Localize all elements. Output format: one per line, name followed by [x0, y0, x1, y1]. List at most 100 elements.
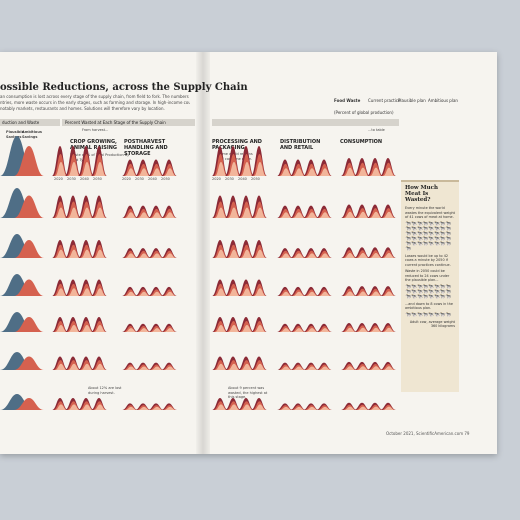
to-table-label: ...to table — [368, 128, 385, 132]
cow-icon-row: 🐄🐄🐄🐄🐄🐄🐄🐄 — [405, 311, 451, 318]
ridge-ambitious — [241, 207, 253, 218]
ridge-ambitious — [125, 366, 137, 370]
legend-food-waste: Food Waste — [334, 98, 361, 103]
ridge-ambitious — [68, 404, 80, 410]
ridge-ambitious — [254, 207, 266, 218]
ridge-ambitious — [164, 253, 176, 258]
ridge-ambitious — [357, 167, 369, 176]
ridge-ambitious — [81, 162, 93, 176]
ridge-ambitious — [151, 328, 163, 332]
ridge-ambitious — [319, 291, 331, 296]
intro-line: ntries, more waste occurs in the early s… — [0, 100, 190, 105]
ridge-ambitious — [81, 325, 93, 332]
ridge-ambitious — [357, 252, 369, 258]
ridge-ambitious — [94, 249, 106, 258]
ridge-ambitious — [383, 167, 395, 176]
ridge-ambitious — [254, 249, 266, 258]
ridge-ambitious — [370, 406, 382, 410]
ridge-ambitious — [138, 291, 150, 296]
left-savings-ambitious — [14, 356, 44, 370]
ridge-ambitious — [280, 328, 292, 332]
ridge-ambitious — [293, 253, 305, 258]
ridge-ambitious — [254, 162, 266, 176]
ridge-ambitious — [164, 328, 176, 332]
ridge-ambitious — [241, 162, 253, 176]
ridge-ambitious — [151, 406, 163, 410]
ridge-ambitious — [319, 253, 331, 258]
legend-subtitle: (Percent of global production) — [334, 110, 394, 115]
ridge-ambitious — [280, 366, 292, 370]
ridge-ambitious — [370, 211, 382, 218]
year-tick: 2050 — [251, 177, 260, 181]
sidebar-text-3: Waste in 2050 could be reduced to 24 cow… — [405, 269, 450, 282]
ridge-ambitious — [344, 291, 356, 296]
ridge-ambitious — [228, 325, 240, 332]
ridge-ambitious — [138, 328, 150, 332]
ridge-ambitious — [125, 212, 137, 218]
ridge-ambitious — [81, 363, 93, 370]
year-tick: 2030 — [67, 177, 76, 181]
ridge-ambitious — [68, 162, 80, 176]
ridge-ambitious — [81, 249, 93, 258]
ridge-ambitious — [370, 366, 382, 370]
ridge-ambitious — [228, 404, 240, 410]
year-tick: 2020 — [212, 177, 221, 181]
year-tick: 2040 — [238, 177, 247, 181]
ambitious-savings-label: Ambitious Savings — [22, 130, 42, 139]
ridge-ambitious — [306, 291, 318, 296]
ridge-ambitious — [280, 168, 292, 176]
cow-icons-plausible: 🐄🐄🐄🐄🐄🐄🐄🐄🐄🐄🐄🐄🐄🐄🐄🐄🐄🐄🐄🐄🐄🐄🐄🐄 — [401, 284, 459, 301]
header-bar-right — [212, 119, 399, 126]
ridge-ambitious — [383, 291, 395, 296]
ridge-ambitious — [215, 404, 227, 410]
ridge-ambitious — [228, 249, 240, 258]
ridge-ambitious — [306, 253, 318, 258]
ridge-ambitious — [370, 327, 382, 332]
ridge-ambitious — [68, 363, 80, 370]
stage-header-consumption: CONSUMPTION — [340, 139, 383, 145]
ridge-ambitious — [55, 249, 67, 258]
ridge-ambitious — [293, 212, 305, 218]
left-savings-ambitious — [14, 195, 44, 218]
ridge-ambitious — [68, 249, 80, 258]
ridge-ambitious — [55, 288, 67, 296]
ridge-ambitious — [68, 288, 80, 296]
ridge-ambitious — [94, 288, 106, 296]
ridge-ambitious — [215, 207, 227, 218]
meat-waste-sidebar: How Much Meat Is Wasted? Every minute th… — [401, 180, 459, 392]
ridge-ambitious — [125, 406, 137, 410]
ridge-ambitious — [383, 252, 395, 258]
year-tick: 2050 — [93, 177, 102, 181]
ridge-ambitious — [138, 168, 150, 176]
ridge-ambitious — [254, 363, 266, 370]
cow-icon-row: 🐄🐄🐄🐄🐄🐄🐄🐄🐄🐄🐄🐄🐄🐄🐄🐄🐄🐄🐄🐄🐄🐄🐄🐄🐄🐄🐄🐄🐄🐄🐄🐄🐄🐄🐄🐄🐄🐄🐄🐄… — [405, 220, 451, 252]
page-gutter — [196, 52, 210, 454]
ridge-ambitious — [370, 167, 382, 176]
ridge-ambitious — [254, 404, 266, 410]
ridge-ambitious — [81, 404, 93, 410]
ridge-ambitious — [383, 406, 395, 410]
ridge-ambitious — [138, 366, 150, 370]
ridge-ambitious — [55, 207, 67, 218]
ridge-ambitious — [68, 207, 80, 218]
sidebar-adult-note: Adult cow, average weight 360 kilograms — [409, 319, 455, 329]
ridge-ambitious — [319, 366, 331, 370]
ridge-ambitious — [306, 366, 318, 370]
page-folio: October 2021, ScientificAmerican.com 79 — [386, 431, 470, 436]
ridge-ambitious — [125, 291, 137, 296]
ridge-ambitious — [306, 168, 318, 176]
ridge-ambitious — [164, 212, 176, 218]
cow-icons-current: 🐄🐄🐄🐄🐄🐄🐄🐄🐄🐄🐄🐄🐄🐄🐄🐄🐄🐄🐄🐄🐄🐄🐄🐄🐄🐄🐄🐄🐄🐄🐄🐄🐄🐄🐄🐄🐄🐄🐄🐄… — [401, 221, 459, 253]
year-tick: 2020 — [54, 177, 63, 181]
ridge-ambitious — [280, 406, 292, 410]
ridge-ambitious — [357, 327, 369, 332]
legend-current: Current practice — [368, 98, 401, 103]
ridge-ambitious — [357, 406, 369, 410]
stage-header-postharvest: POSTHARVEST HANDLING AND STORAGE — [124, 139, 168, 157]
ridge-ambitious — [215, 325, 227, 332]
legend-plausible: Plausible plan — [398, 98, 426, 103]
ridge-ambitious — [293, 366, 305, 370]
sidebar-text-4: ...and down to 8 cows in the ambitious p… — [405, 301, 453, 311]
